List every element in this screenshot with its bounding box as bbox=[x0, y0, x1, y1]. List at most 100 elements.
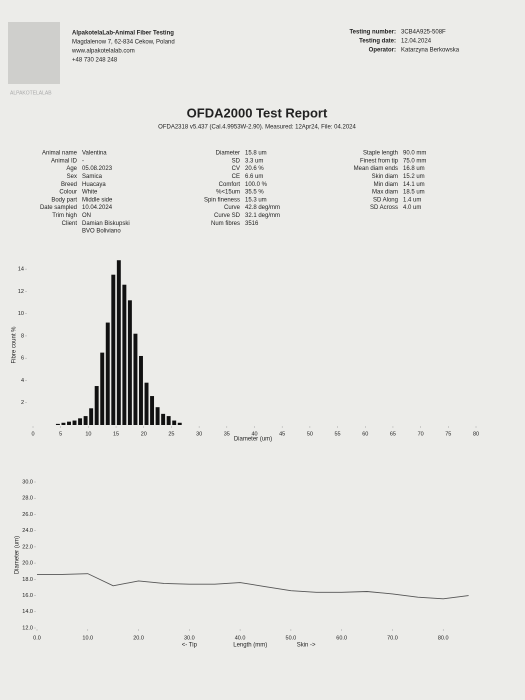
bar bbox=[105, 322, 110, 425]
x-tick-label: 60.0 bbox=[336, 635, 347, 641]
x-tick-label: 65 bbox=[390, 431, 396, 437]
bar bbox=[139, 355, 143, 425]
info-label: Date sampled bbox=[40, 205, 77, 211]
x-axis-label: Diameter (um) bbox=[234, 437, 272, 443]
y-tick-label: 16.0 bbox=[22, 593, 33, 599]
y-tick-label: 2 bbox=[21, 400, 24, 406]
x-tick-label: 40.0 bbox=[235, 635, 246, 641]
info-label: Colour bbox=[59, 190, 77, 196]
info-label: Spin fineness bbox=[204, 197, 240, 203]
y-tick-label: 4 bbox=[21, 378, 24, 384]
bar bbox=[55, 423, 60, 425]
info-value: ON bbox=[82, 213, 91, 219]
y-axis-label: Diameter (um) bbox=[15, 536, 21, 574]
info-label: Client bbox=[62, 221, 78, 227]
x-tick-label: 80 bbox=[473, 431, 479, 437]
info-value: 35.5 % bbox=[245, 190, 264, 196]
info-value: 90.0 mm bbox=[403, 151, 426, 157]
info-label: Age bbox=[66, 166, 77, 172]
y-tick-label: 12.0 bbox=[22, 625, 33, 631]
x-axis-label: Length (mm) bbox=[233, 643, 267, 649]
info-label: Breed bbox=[61, 182, 77, 188]
label: Testing date: bbox=[359, 39, 396, 45]
address: Magdalenow 7, 62-834 Cekow, Poland bbox=[72, 40, 175, 46]
label: Operator: bbox=[369, 48, 396, 54]
x-tick-label: 30 bbox=[196, 431, 202, 437]
y-tick-label: 22.0 bbox=[22, 544, 33, 550]
info-label: SD Across bbox=[370, 205, 398, 211]
y-tick-label: 14 bbox=[18, 267, 24, 273]
info-label: Body part bbox=[51, 197, 77, 203]
info-value: 18.5 um bbox=[403, 190, 425, 196]
y-tick-label: 18.0 bbox=[22, 577, 33, 583]
info-label: Min diam bbox=[374, 182, 398, 188]
bar bbox=[127, 300, 132, 425]
info-label: Sex bbox=[67, 174, 77, 180]
x-tick-label: 60 bbox=[362, 431, 368, 437]
bar bbox=[144, 382, 149, 425]
info-value: 16.8 um bbox=[403, 166, 425, 172]
x-tick-label: 10.0 bbox=[82, 635, 93, 641]
x-tick-label: 45 bbox=[279, 431, 285, 437]
x-tick-label: 70.0 bbox=[387, 635, 398, 641]
info-label: Num fibres bbox=[211, 221, 240, 227]
x-tick-label: 50 bbox=[307, 431, 313, 437]
info-value: 1.4 um bbox=[403, 197, 421, 203]
lab-name: AlpakotelaLab-Animal Fiber Testing bbox=[72, 31, 174, 37]
x-tick-label: 10 bbox=[85, 431, 91, 437]
x-tick-label: 15 bbox=[113, 431, 119, 437]
info-value: 32.1 deg/mm bbox=[245, 213, 280, 219]
logo-text: ALPAKOTELALAB bbox=[10, 90, 52, 96]
info-value: Damian Biskupski bbox=[82, 221, 130, 227]
x-tick-label: 20 bbox=[141, 431, 147, 437]
y-tick-label: 12 bbox=[18, 289, 24, 295]
y-tick-label: 20.0 bbox=[22, 561, 33, 567]
bar bbox=[177, 422, 182, 425]
info-label: SD Along bbox=[373, 197, 398, 203]
value: Katarzyna Berkowska bbox=[401, 48, 460, 54]
line bbox=[37, 573, 469, 600]
info-value: 3516 bbox=[245, 221, 259, 227]
info-label: Max diam bbox=[372, 190, 398, 196]
info-label: Mean diam ends bbox=[354, 166, 398, 172]
info-value: Valentina bbox=[82, 151, 107, 157]
info-value: 75.0 mm bbox=[403, 158, 426, 164]
bar bbox=[72, 420, 77, 425]
info-value: Middle side bbox=[82, 197, 113, 203]
annotation: <- Tip bbox=[182, 643, 198, 649]
info-value: 42.8 deg/mm bbox=[245, 205, 280, 211]
y-tick-label: 8 bbox=[21, 333, 24, 339]
info-value: Huacaya bbox=[82, 182, 106, 188]
bar bbox=[122, 284, 127, 425]
y-tick-label: 6 bbox=[21, 356, 24, 362]
x-tick-label: 20.0 bbox=[133, 635, 144, 641]
value: 3CB4A925-508F bbox=[401, 30, 446, 36]
x-tick-label: 0 bbox=[31, 431, 34, 437]
x-tick-label: 70 bbox=[418, 431, 424, 437]
y-axis-label: Fibre count % bbox=[12, 326, 18, 364]
x-tick-label: 55 bbox=[335, 431, 341, 437]
y-tick-label: 26.0 bbox=[22, 512, 33, 518]
info-value: 6.6 um bbox=[245, 174, 263, 180]
bar bbox=[94, 386, 99, 425]
title: OFDA2000 Test Report bbox=[187, 105, 328, 120]
bar bbox=[100, 352, 105, 425]
bar bbox=[83, 416, 88, 425]
info-label: SD bbox=[232, 158, 241, 164]
info-value: Samica bbox=[82, 174, 103, 180]
y-tick-label: 24.0 bbox=[22, 528, 33, 534]
bar bbox=[67, 421, 71, 425]
bar bbox=[78, 418, 83, 425]
info-value: 4.0 um bbox=[403, 205, 421, 211]
bar bbox=[172, 420, 177, 425]
info-value: 20.6 % bbox=[245, 166, 264, 172]
x-tick-label: 35 bbox=[224, 431, 230, 437]
info-label: %<15um bbox=[216, 190, 240, 196]
y-tick-label: 30.0 bbox=[22, 479, 33, 485]
bar bbox=[166, 416, 171, 425]
logo bbox=[8, 22, 60, 84]
y-tick-label: 28.0 bbox=[22, 496, 33, 502]
info-value: 15.8 um bbox=[245, 151, 267, 157]
subtitle: OFDA2318 v5.437 (Cal.4.9953W-2.90). Meas… bbox=[158, 125, 356, 131]
x-tick-label: 5 bbox=[59, 431, 62, 437]
